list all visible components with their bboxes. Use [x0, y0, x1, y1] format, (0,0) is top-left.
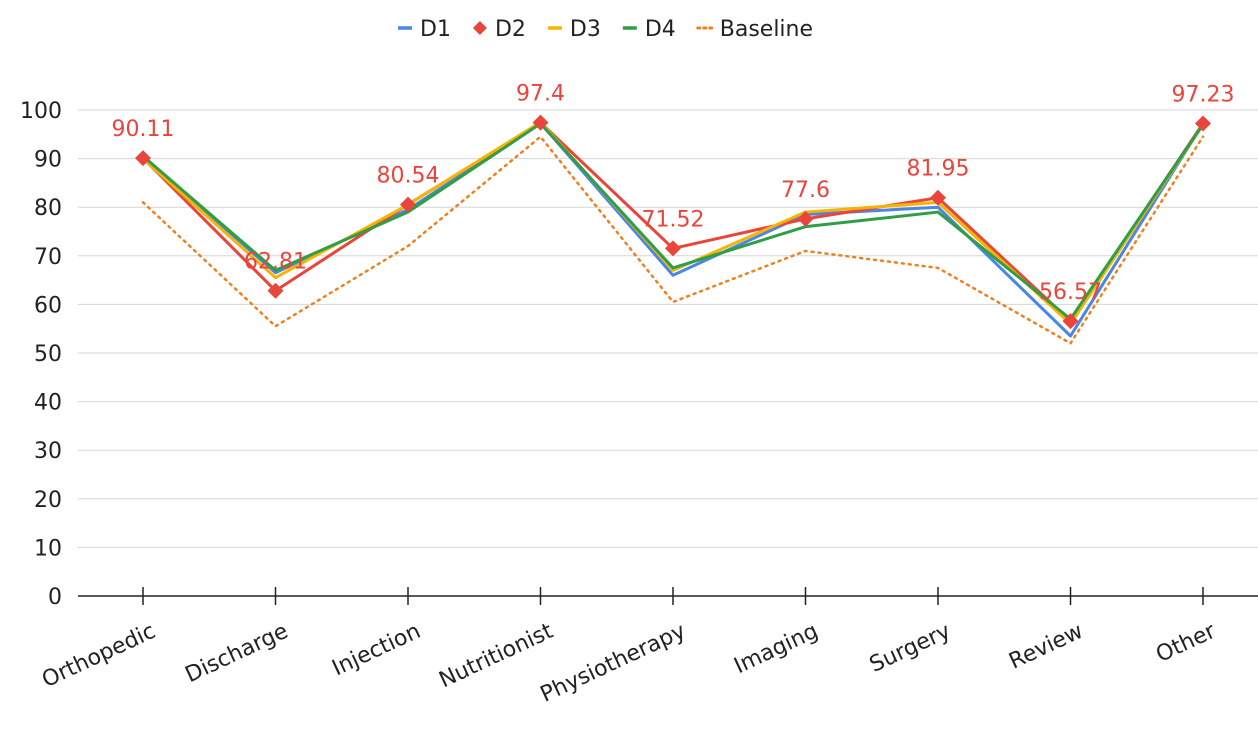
legend-item-d4: D4 — [622, 17, 676, 42]
x-tick-label-injection: Injection — [328, 619, 424, 682]
data-label-other: 97.23 — [1172, 82, 1235, 107]
legend-item-d1: D1 — [398, 17, 451, 42]
legend-label-d1: D1 — [420, 17, 451, 42]
y-tick-label: 20 — [34, 488, 62, 513]
y-tick-label: 30 — [34, 439, 62, 464]
legend-item-d3: D3 — [547, 17, 601, 42]
point-d2-other — [1195, 115, 1211, 132]
legend-item-baseline: Baseline — [696, 17, 813, 42]
x-tick-label-orthopedic: Orthopedic — [38, 619, 159, 693]
y-tick-label: 60 — [34, 293, 62, 318]
x-tick-label-nutritionist: Nutritionist — [435, 619, 557, 694]
x-tick-label-physiotherapy: Physiotherapy — [537, 619, 690, 708]
y-tick-label: 90 — [34, 148, 62, 173]
y-tick-label: 100 — [20, 99, 62, 124]
point-d2-surgery — [930, 189, 946, 206]
x-axis: Orthopedic Discharge Injection Nutritionist… — [38, 587, 1258, 708]
point-d2-injection — [400, 196, 416, 213]
point-d2-discharge — [267, 282, 284, 299]
legend-item-d2: D2 — [472, 17, 526, 42]
x-tick-label-imaging: Imaging — [730, 619, 822, 679]
y-tick-label: 40 — [34, 391, 62, 416]
legend-swatch-d2 — [472, 21, 487, 35]
data-labels: 90.11 62.81 80.54 97.4 71.52 77.6 81.95 56.57 97… — [112, 82, 1235, 305]
legend-label-d2: D2 — [495, 17, 526, 42]
series-line-baseline — [141, 135, 1205, 345]
legend-label-baseline: Baseline — [720, 17, 813, 42]
series-line-d4 — [142, 122, 1205, 321]
point-d2-imaging — [797, 210, 814, 227]
point-d2-orthopedic — [135, 150, 151, 167]
x-tick-label-other: Other — [1152, 618, 1220, 667]
legend-label-d3: D3 — [570, 17, 601, 42]
data-label-discharge: 62.81 — [244, 250, 307, 275]
y-tick-label: 80 — [34, 196, 62, 221]
data-label-surgery: 81.95 — [907, 157, 970, 182]
x-tick-label-discharge: Discharge — [182, 619, 292, 688]
legend: D1 D2 D3 D4 Baseline — [398, 17, 813, 42]
y-axis: 0 10 20 30 40 50 60 70 80 90 100 — [20, 99, 62, 610]
y-tick-label: 50 — [34, 342, 62, 367]
data-label-injection: 80.54 — [377, 164, 440, 189]
grid-lines — [78, 109, 1258, 548]
y-tick-label: 10 — [34, 536, 62, 561]
y-tick-label: 0 — [48, 585, 62, 610]
point-d2-physiotherapy — [665, 240, 681, 257]
data-label-review: 56.57 — [1039, 280, 1102, 305]
x-tick-label-surgery: Surgery — [866, 619, 955, 678]
x-tick-label-review: Review — [1005, 619, 1087, 675]
point-d2-nutritionist — [532, 114, 549, 131]
data-label-imaging: 77.6 — [781, 178, 830, 203]
markers-group — [135, 114, 1211, 330]
y-tick-label: 70 — [34, 245, 62, 270]
point-d2-review — [1062, 313, 1079, 330]
legend-label-d4: D4 — [645, 17, 676, 42]
data-label-physiotherapy: 71.52 — [642, 207, 705, 232]
data-label-nutritionist: 97.4 — [516, 82, 565, 107]
data-label-orthopedic: 90.11 — [112, 117, 175, 142]
series-group — [141, 120, 1205, 345]
